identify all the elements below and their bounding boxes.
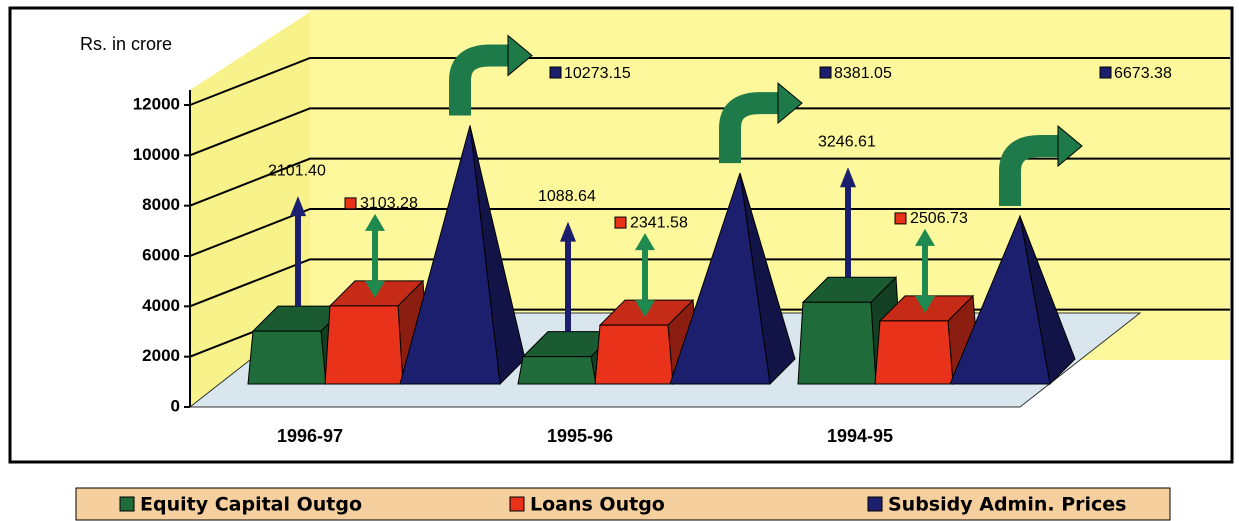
legend-label: Loans Outgo [530, 494, 665, 516]
data-label: 3246.61 [818, 134, 876, 151]
legend-key [509, 496, 525, 512]
y-tick-label: 8000 [142, 195, 180, 214]
bar [517, 356, 597, 385]
bar [874, 320, 954, 385]
data-label-key [1099, 66, 1112, 79]
legend-items: Equity Capital Outgo Loans Outgo Subsidy A… [119, 494, 1126, 516]
bar [797, 301, 877, 385]
legend-label: Equity Capital Outgo [140, 494, 362, 516]
bar [324, 305, 404, 385]
legend [75, 487, 1171, 521]
data-label: 2506.73 [910, 210, 968, 227]
data-label: 2341.58 [630, 214, 688, 231]
y-tick-label: 2000 [142, 346, 180, 365]
arrow-head [635, 233, 655, 251]
data-label-key [614, 216, 627, 229]
x-tick-label: 1994-95 [827, 426, 893, 446]
data-label: 10273.15 [564, 65, 631, 82]
grid-line [189, 107, 1230, 157]
grid-line [189, 208, 1230, 257]
bar [594, 324, 674, 385]
arrow-head [777, 82, 803, 125]
grid-line [189, 157, 1230, 207]
y-axis-label: Rs. in crore [80, 34, 172, 54]
y-tick-label: 10000 [133, 145, 180, 164]
arrow-head [915, 228, 935, 246]
y-tick-label: 0 [171, 396, 180, 415]
arrow-head [635, 300, 655, 318]
legend-label: Subsidy Admin. Prices [888, 494, 1126, 516]
legend-key [867, 496, 883, 512]
data-label: 8381.05 [834, 65, 892, 82]
data-label-key [549, 66, 562, 79]
curved-arrow [449, 44, 510, 116]
grid-line [189, 57, 1230, 106]
arrow-head [365, 280, 385, 298]
data-label-key [819, 66, 832, 79]
data-label-key [344, 197, 357, 210]
arrow-head [915, 295, 935, 313]
data-label-key [894, 212, 907, 225]
data-label: 6673.38 [1114, 65, 1172, 82]
bar [669, 172, 771, 385]
y-tick-label: 6000 [142, 245, 180, 264]
bar [399, 125, 501, 385]
data-label: 2101.40 [268, 162, 326, 179]
arrow-head [290, 196, 306, 217]
arrow-head [1057, 124, 1083, 168]
arrow-head [840, 167, 856, 188]
arrow-head [507, 34, 533, 77]
data-label: 3103.28 [360, 195, 418, 212]
y-tick-label: 12000 [133, 94, 180, 113]
curved-arrow [719, 92, 780, 164]
y-tick-label: 4000 [142, 296, 180, 315]
bar [247, 330, 327, 385]
bar [949, 214, 1051, 385]
data-label: 1088.64 [538, 188, 596, 205]
x-tick-label: 1995-96 [547, 426, 613, 446]
x-tick-label: 1996-97 [277, 426, 343, 446]
legend-key [119, 496, 135, 512]
curved-arrow [999, 135, 1060, 207]
arrow-head [560, 221, 576, 242]
arrow-head [365, 213, 385, 231]
